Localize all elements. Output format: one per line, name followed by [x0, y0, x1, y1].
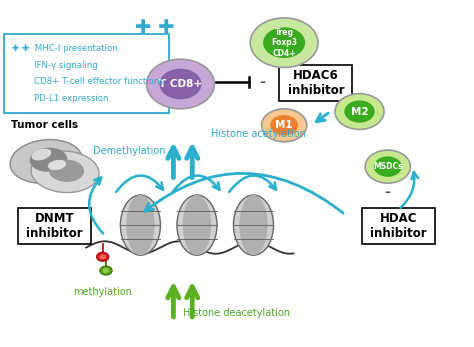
Ellipse shape: [239, 195, 268, 255]
Circle shape: [100, 266, 112, 275]
Text: Demethylation: Demethylation: [93, 146, 166, 156]
Text: methylation: methylation: [73, 287, 132, 297]
Ellipse shape: [30, 147, 67, 172]
Text: PD-L1 expression: PD-L1 expression: [12, 94, 108, 103]
Text: Histone acetylation: Histone acetylation: [211, 129, 306, 139]
FancyBboxPatch shape: [18, 208, 91, 244]
Ellipse shape: [49, 160, 84, 182]
Text: M2: M2: [351, 107, 368, 117]
FancyBboxPatch shape: [279, 65, 353, 101]
Circle shape: [335, 94, 384, 129]
Text: T CD8+: T CD8+: [159, 79, 202, 89]
Ellipse shape: [31, 151, 99, 193]
Text: ✚ ✚: ✚ ✚: [135, 18, 174, 37]
Circle shape: [344, 100, 375, 122]
Text: CD8+ T-cell effector functions: CD8+ T-cell effector functions: [12, 77, 164, 86]
Text: HDAC6
inhibitor: HDAC6 inhibitor: [288, 69, 344, 97]
Circle shape: [262, 109, 307, 142]
Text: HDAC
inhibitor: HDAC inhibitor: [370, 212, 427, 240]
Circle shape: [97, 252, 109, 261]
Ellipse shape: [48, 160, 66, 170]
Ellipse shape: [234, 195, 273, 255]
Circle shape: [263, 27, 305, 58]
Text: DNMT
inhibitor: DNMT inhibitor: [26, 212, 83, 240]
Ellipse shape: [32, 149, 51, 160]
Circle shape: [146, 59, 214, 109]
Text: Histone deacetylation: Histone deacetylation: [183, 308, 290, 318]
Text: ✚ ✚  MHC-I presentation: ✚ ✚ MHC-I presentation: [12, 44, 118, 53]
Text: –: –: [385, 186, 391, 199]
Ellipse shape: [177, 195, 217, 255]
Text: M1: M1: [275, 120, 293, 130]
Circle shape: [250, 18, 318, 67]
Circle shape: [100, 254, 106, 259]
Ellipse shape: [183, 195, 211, 255]
Circle shape: [365, 150, 410, 183]
Text: MSDCs: MSDCs: [373, 162, 402, 171]
Circle shape: [374, 156, 402, 177]
Text: –: –: [260, 76, 266, 89]
Ellipse shape: [126, 195, 155, 255]
Text: Treg
Foxp3
CD4+: Treg Foxp3 CD4+: [271, 28, 297, 58]
Circle shape: [103, 268, 109, 273]
Text: IFN-γ signaling: IFN-γ signaling: [12, 61, 98, 70]
FancyBboxPatch shape: [362, 208, 435, 244]
Circle shape: [270, 115, 298, 136]
Circle shape: [159, 69, 201, 99]
Ellipse shape: [120, 195, 160, 255]
FancyBboxPatch shape: [4, 34, 169, 113]
Text: Tumor cells: Tumor cells: [11, 120, 78, 130]
Ellipse shape: [10, 139, 82, 183]
